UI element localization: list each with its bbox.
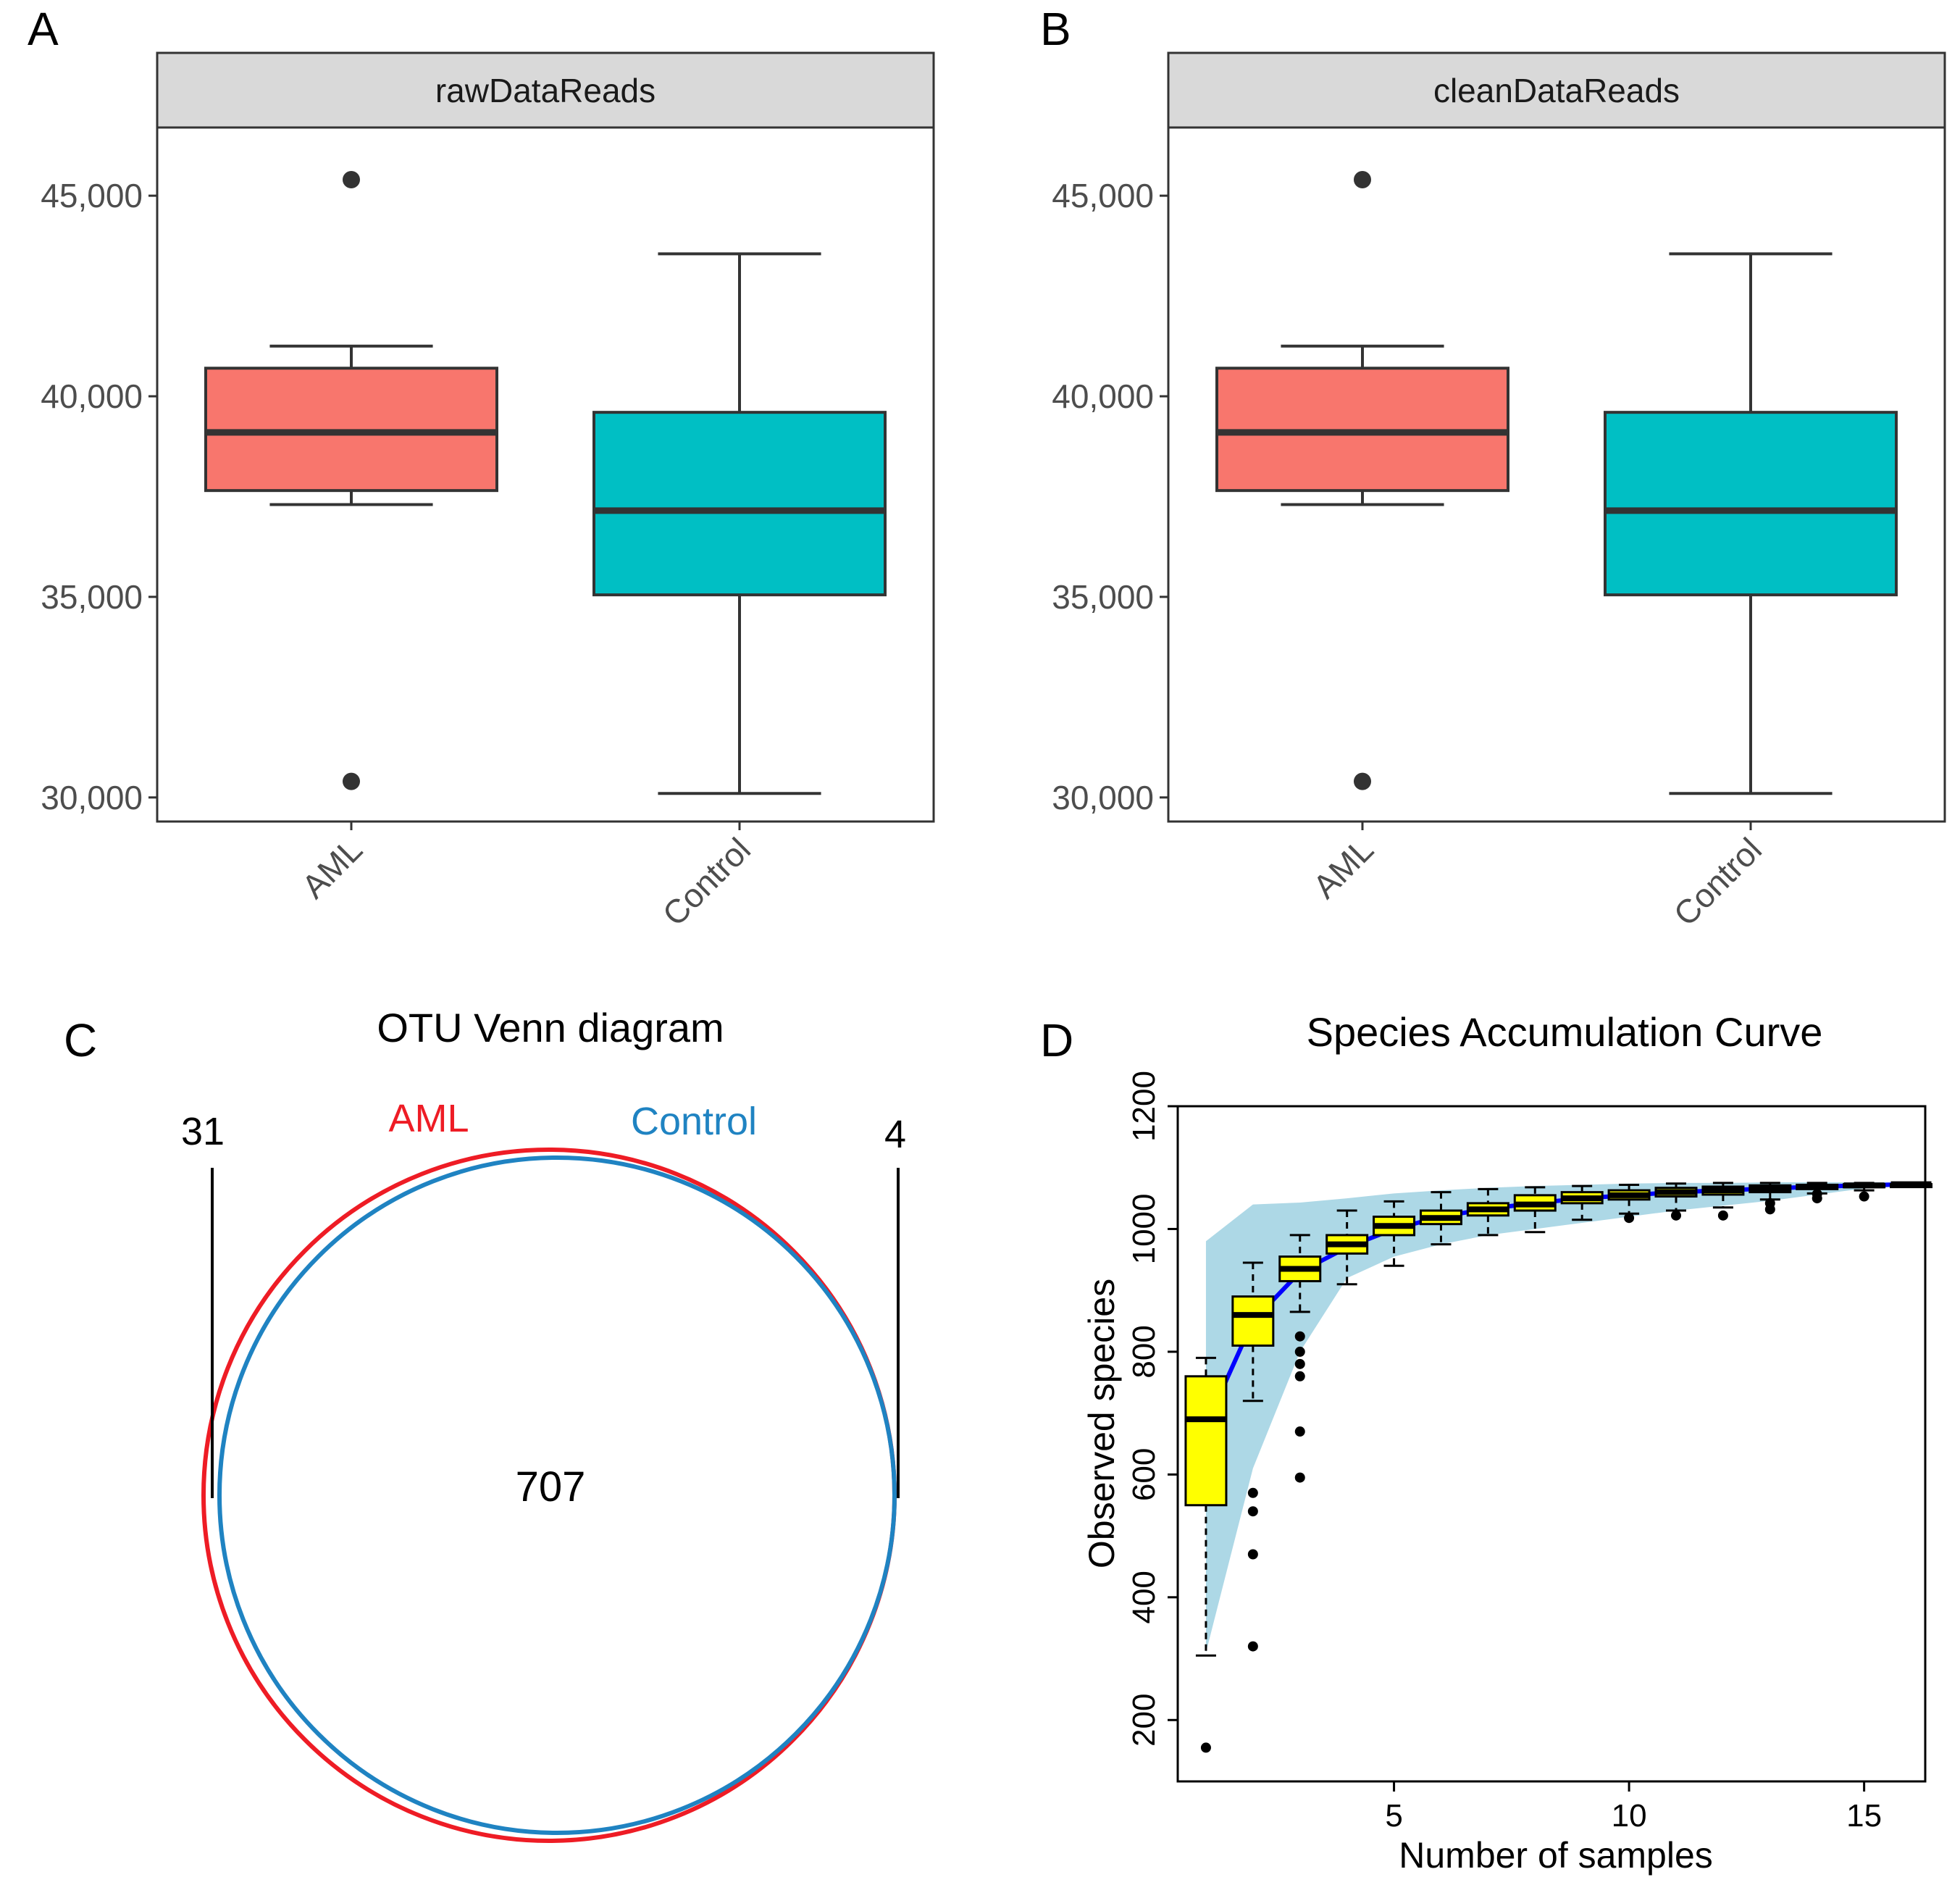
panel-label-b: B bbox=[1040, 3, 1071, 55]
panel-d-outlier-point bbox=[1247, 1487, 1258, 1498]
panel-d-mean-curve bbox=[1204, 1182, 1911, 1426]
venn-circle-control bbox=[217, 1155, 897, 1835]
panel-b-strip bbox=[1167, 51, 1946, 129]
panel-d-outlier-point bbox=[1247, 1641, 1258, 1652]
panel-d-outlier-point bbox=[1624, 1213, 1635, 1224]
panel-b-marks: 30,000 35,000 40,000 45,000 AML Control bbox=[1052, 170, 1898, 933]
panel-b-ytick-label: 35,000 bbox=[1052, 578, 1154, 616]
panel-a-xtick-label: AML bbox=[294, 830, 369, 906]
panel-a-strip bbox=[156, 51, 935, 129]
panel-d-confidence-band bbox=[1205, 1182, 1911, 1653]
panel-b-boxplot: cleanDataReads 30,000 35,000 40,000 45,000 A… bbox=[1052, 51, 1946, 933]
panel-d-ytick-label: 800 bbox=[1126, 1325, 1162, 1378]
venn-count-aml-only: 31 bbox=[181, 1110, 225, 1153]
panel-a-ytick-label: 35,000 bbox=[41, 578, 143, 616]
panel-d-outlier-point bbox=[1294, 1346, 1305, 1357]
venn-title: OTU Venn diagram bbox=[377, 1005, 724, 1050]
panel-a-outlier-point bbox=[343, 772, 360, 790]
panel-b-ytick-label: 40,000 bbox=[1052, 377, 1154, 415]
panel-b-box-control bbox=[1604, 411, 1898, 597]
panel-d-plot-frame bbox=[1176, 1105, 1927, 1783]
panel-d-box bbox=[1231, 1295, 1275, 1347]
panel-d-xtick-label: 15 bbox=[1846, 1798, 1882, 1834]
panel-a-marks: 30,000 35,000 40,000 45,000 AML Control bbox=[41, 170, 887, 933]
panel-d-outlier-point bbox=[1764, 1198, 1775, 1208]
panel-b-outlier-point bbox=[1354, 170, 1371, 188]
panel-d-ytick-label: 600 bbox=[1126, 1448, 1162, 1501]
panel-d-outlier-point bbox=[1717, 1210, 1728, 1221]
panel-label-c: C bbox=[64, 1014, 97, 1066]
panel-b-strip-title: cleanDataReads bbox=[1433, 72, 1680, 109]
panel-d-outlier-point bbox=[1294, 1358, 1305, 1369]
venn-count-control-only: 4 bbox=[884, 1113, 906, 1156]
panel-d-xlabel: Number of samples bbox=[1399, 1835, 1713, 1876]
venn-label-control: Control bbox=[631, 1100, 757, 1143]
panel-d-ytick-label: 200 bbox=[1126, 1694, 1162, 1747]
panel-d-outlier-point bbox=[1294, 1472, 1305, 1483]
panel-label-d: D bbox=[1040, 1014, 1073, 1066]
panel-a-boxplot: rawDataReads 30,000 35,000 40,000 45,000 AML… bbox=[41, 51, 935, 933]
panel-d-ylabel: Observed species bbox=[1081, 1279, 1122, 1568]
panel-d-outlier-point bbox=[1859, 1191, 1869, 1202]
panel-d-outlier-point bbox=[1294, 1371, 1305, 1382]
panel-b-ytick-label: 30,000 bbox=[1052, 779, 1154, 816]
panel-d-outlier-point bbox=[1200, 1742, 1211, 1753]
panel-d-accumulation: Species Accumulation Curve Number of sam… bbox=[1081, 1009, 1933, 1876]
panel-a-ytick-label: 45,000 bbox=[41, 177, 143, 214]
panel-d-ytick-label: 1200 bbox=[1126, 1071, 1162, 1142]
panel-a-ytick-label: 40,000 bbox=[41, 377, 143, 415]
panel-a-xtick-label: Control bbox=[655, 830, 758, 933]
panel-d-outlier-point bbox=[1294, 1426, 1305, 1437]
panel-d-outlier-point bbox=[1247, 1506, 1258, 1517]
panel-d-ytick-label: 1000 bbox=[1126, 1194, 1162, 1265]
panel-a-strip-title: rawDataReads bbox=[435, 72, 656, 109]
panel-d-outlier-point bbox=[1247, 1549, 1258, 1560]
panel-d-outlier-point bbox=[1294, 1331, 1305, 1342]
panel-b-outlier-point bbox=[1354, 772, 1371, 790]
panel-d-outlier-point bbox=[1812, 1189, 1822, 1200]
venn-label-aml: AML bbox=[388, 1097, 469, 1140]
panel-a-ytick-label: 30,000 bbox=[41, 779, 143, 816]
panel-a-outlier-point bbox=[343, 170, 360, 188]
panel-label-a: A bbox=[28, 3, 59, 55]
panel-b-ytick-label: 45,000 bbox=[1052, 177, 1154, 214]
panel-d-xtick-label: 5 bbox=[1385, 1798, 1402, 1834]
venn-count-intersection: 707 bbox=[516, 1463, 586, 1510]
panel-d-box bbox=[1184, 1375, 1228, 1507]
panel-d-marks: 5 10 15 200 400 600 800 1000 1200 bbox=[1126, 1071, 1933, 1834]
panel-d-xtick-label: 10 bbox=[1612, 1798, 1647, 1834]
panel-d-title: Species Accumulation Curve bbox=[1307, 1009, 1823, 1055]
panel-b-xtick-label: AML bbox=[1305, 830, 1381, 906]
panel-c-venn: OTU Venn diagram AML Control 31 4 707 bbox=[181, 1005, 906, 1843]
panel-d-outlier-point bbox=[1671, 1210, 1681, 1221]
panel-a-box-control bbox=[592, 411, 887, 597]
panel-b-xtick-label: Control bbox=[1666, 830, 1769, 933]
panel-d-ytick-label: 400 bbox=[1126, 1571, 1162, 1623]
